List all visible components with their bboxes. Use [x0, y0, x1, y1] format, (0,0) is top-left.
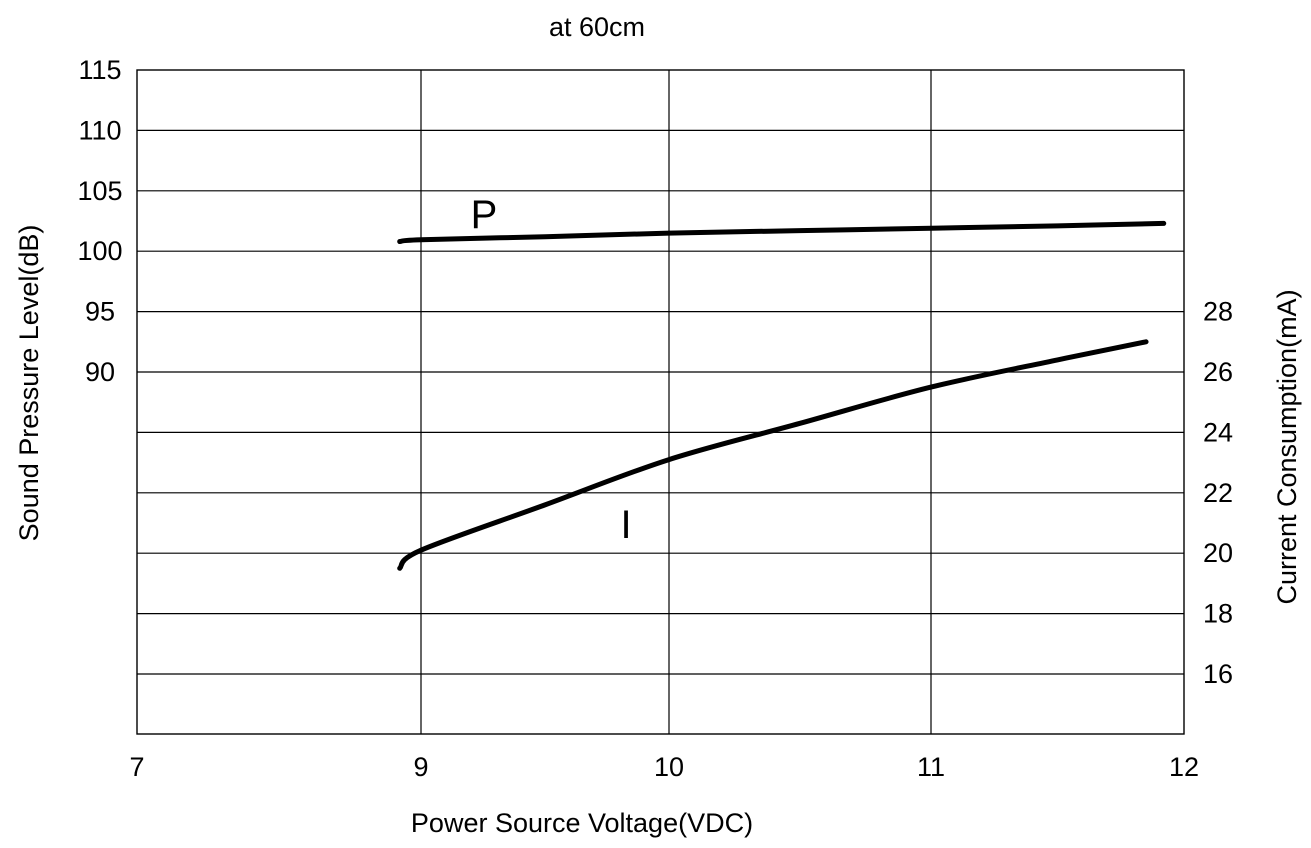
x-tick-labels: 7 9 10 11 12: [129, 752, 1199, 782]
left-tick-label: 100: [77, 236, 122, 266]
left-tick-label: 110: [78, 115, 121, 145]
gridlines: [137, 70, 1184, 734]
x-tick-label: 9: [413, 752, 428, 782]
left-tick-labels: 115 110 105 100 95 90: [77, 55, 122, 387]
right-tick-label: 20: [1203, 538, 1233, 568]
left-tick-label: 115: [78, 55, 121, 85]
right-tick-label: 22: [1203, 478, 1233, 508]
right-tick-label: 18: [1203, 599, 1233, 629]
series-lines: [400, 223, 1164, 568]
series-label-P: P: [471, 193, 498, 237]
right-tick-label: 26: [1203, 357, 1233, 387]
series-line-I: [400, 342, 1146, 569]
left-tick-label: 105: [77, 176, 122, 206]
x-tick-label: 7: [129, 752, 144, 782]
chart-title: at 60cm: [549, 12, 645, 42]
series-line-P: [400, 223, 1164, 241]
right-tick-label: 16: [1203, 659, 1233, 689]
x-tick-label: 10: [654, 752, 684, 782]
x-axis-label: Power Source Voltage(VDC): [411, 808, 753, 838]
series-label-I: I: [620, 503, 631, 547]
left-tick-label: 95: [85, 297, 115, 327]
right-tick-label: 28: [1203, 297, 1233, 327]
series-labels: PI: [471, 193, 632, 547]
right-axis-label: Current Consumption(mA): [1272, 289, 1302, 604]
left-axis-label: Sound Pressure Level(dB): [14, 225, 44, 542]
right-tick-labels: 28 26 24 22 20 18 16: [1203, 297, 1233, 689]
x-tick-label: 12: [1169, 752, 1199, 782]
right-tick-label: 24: [1203, 417, 1233, 447]
left-tick-label: 90: [85, 357, 115, 387]
plot-frame: [137, 70, 1184, 734]
x-tick-label: 11: [917, 752, 945, 782]
